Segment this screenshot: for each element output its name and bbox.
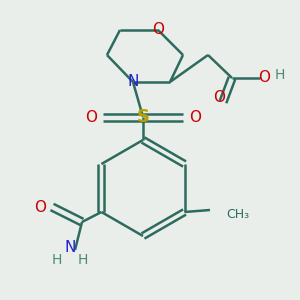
Text: O: O — [34, 200, 46, 214]
Text: H: H — [78, 253, 88, 267]
Text: CH₃: CH₃ — [226, 208, 249, 221]
Text: N: N — [64, 241, 76, 256]
Text: O: O — [189, 110, 201, 124]
Text: O: O — [85, 110, 97, 124]
Text: N: N — [127, 74, 139, 89]
Text: O: O — [152, 22, 164, 38]
Text: H: H — [275, 68, 285, 82]
Text: S: S — [136, 108, 149, 126]
Text: H: H — [52, 253, 62, 267]
Text: O: O — [258, 70, 270, 86]
Text: O: O — [213, 91, 225, 106]
